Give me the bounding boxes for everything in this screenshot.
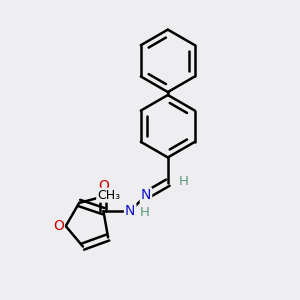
Text: N: N xyxy=(125,204,135,218)
Text: O: O xyxy=(98,179,109,193)
Text: H: H xyxy=(140,206,149,219)
Text: O: O xyxy=(53,219,64,233)
Text: N: N xyxy=(141,188,151,202)
Text: CH₃: CH₃ xyxy=(97,189,120,202)
Text: H: H xyxy=(179,175,189,188)
